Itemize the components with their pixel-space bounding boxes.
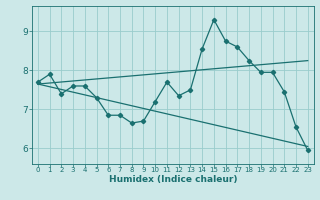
X-axis label: Humidex (Indice chaleur): Humidex (Indice chaleur) xyxy=(108,175,237,184)
